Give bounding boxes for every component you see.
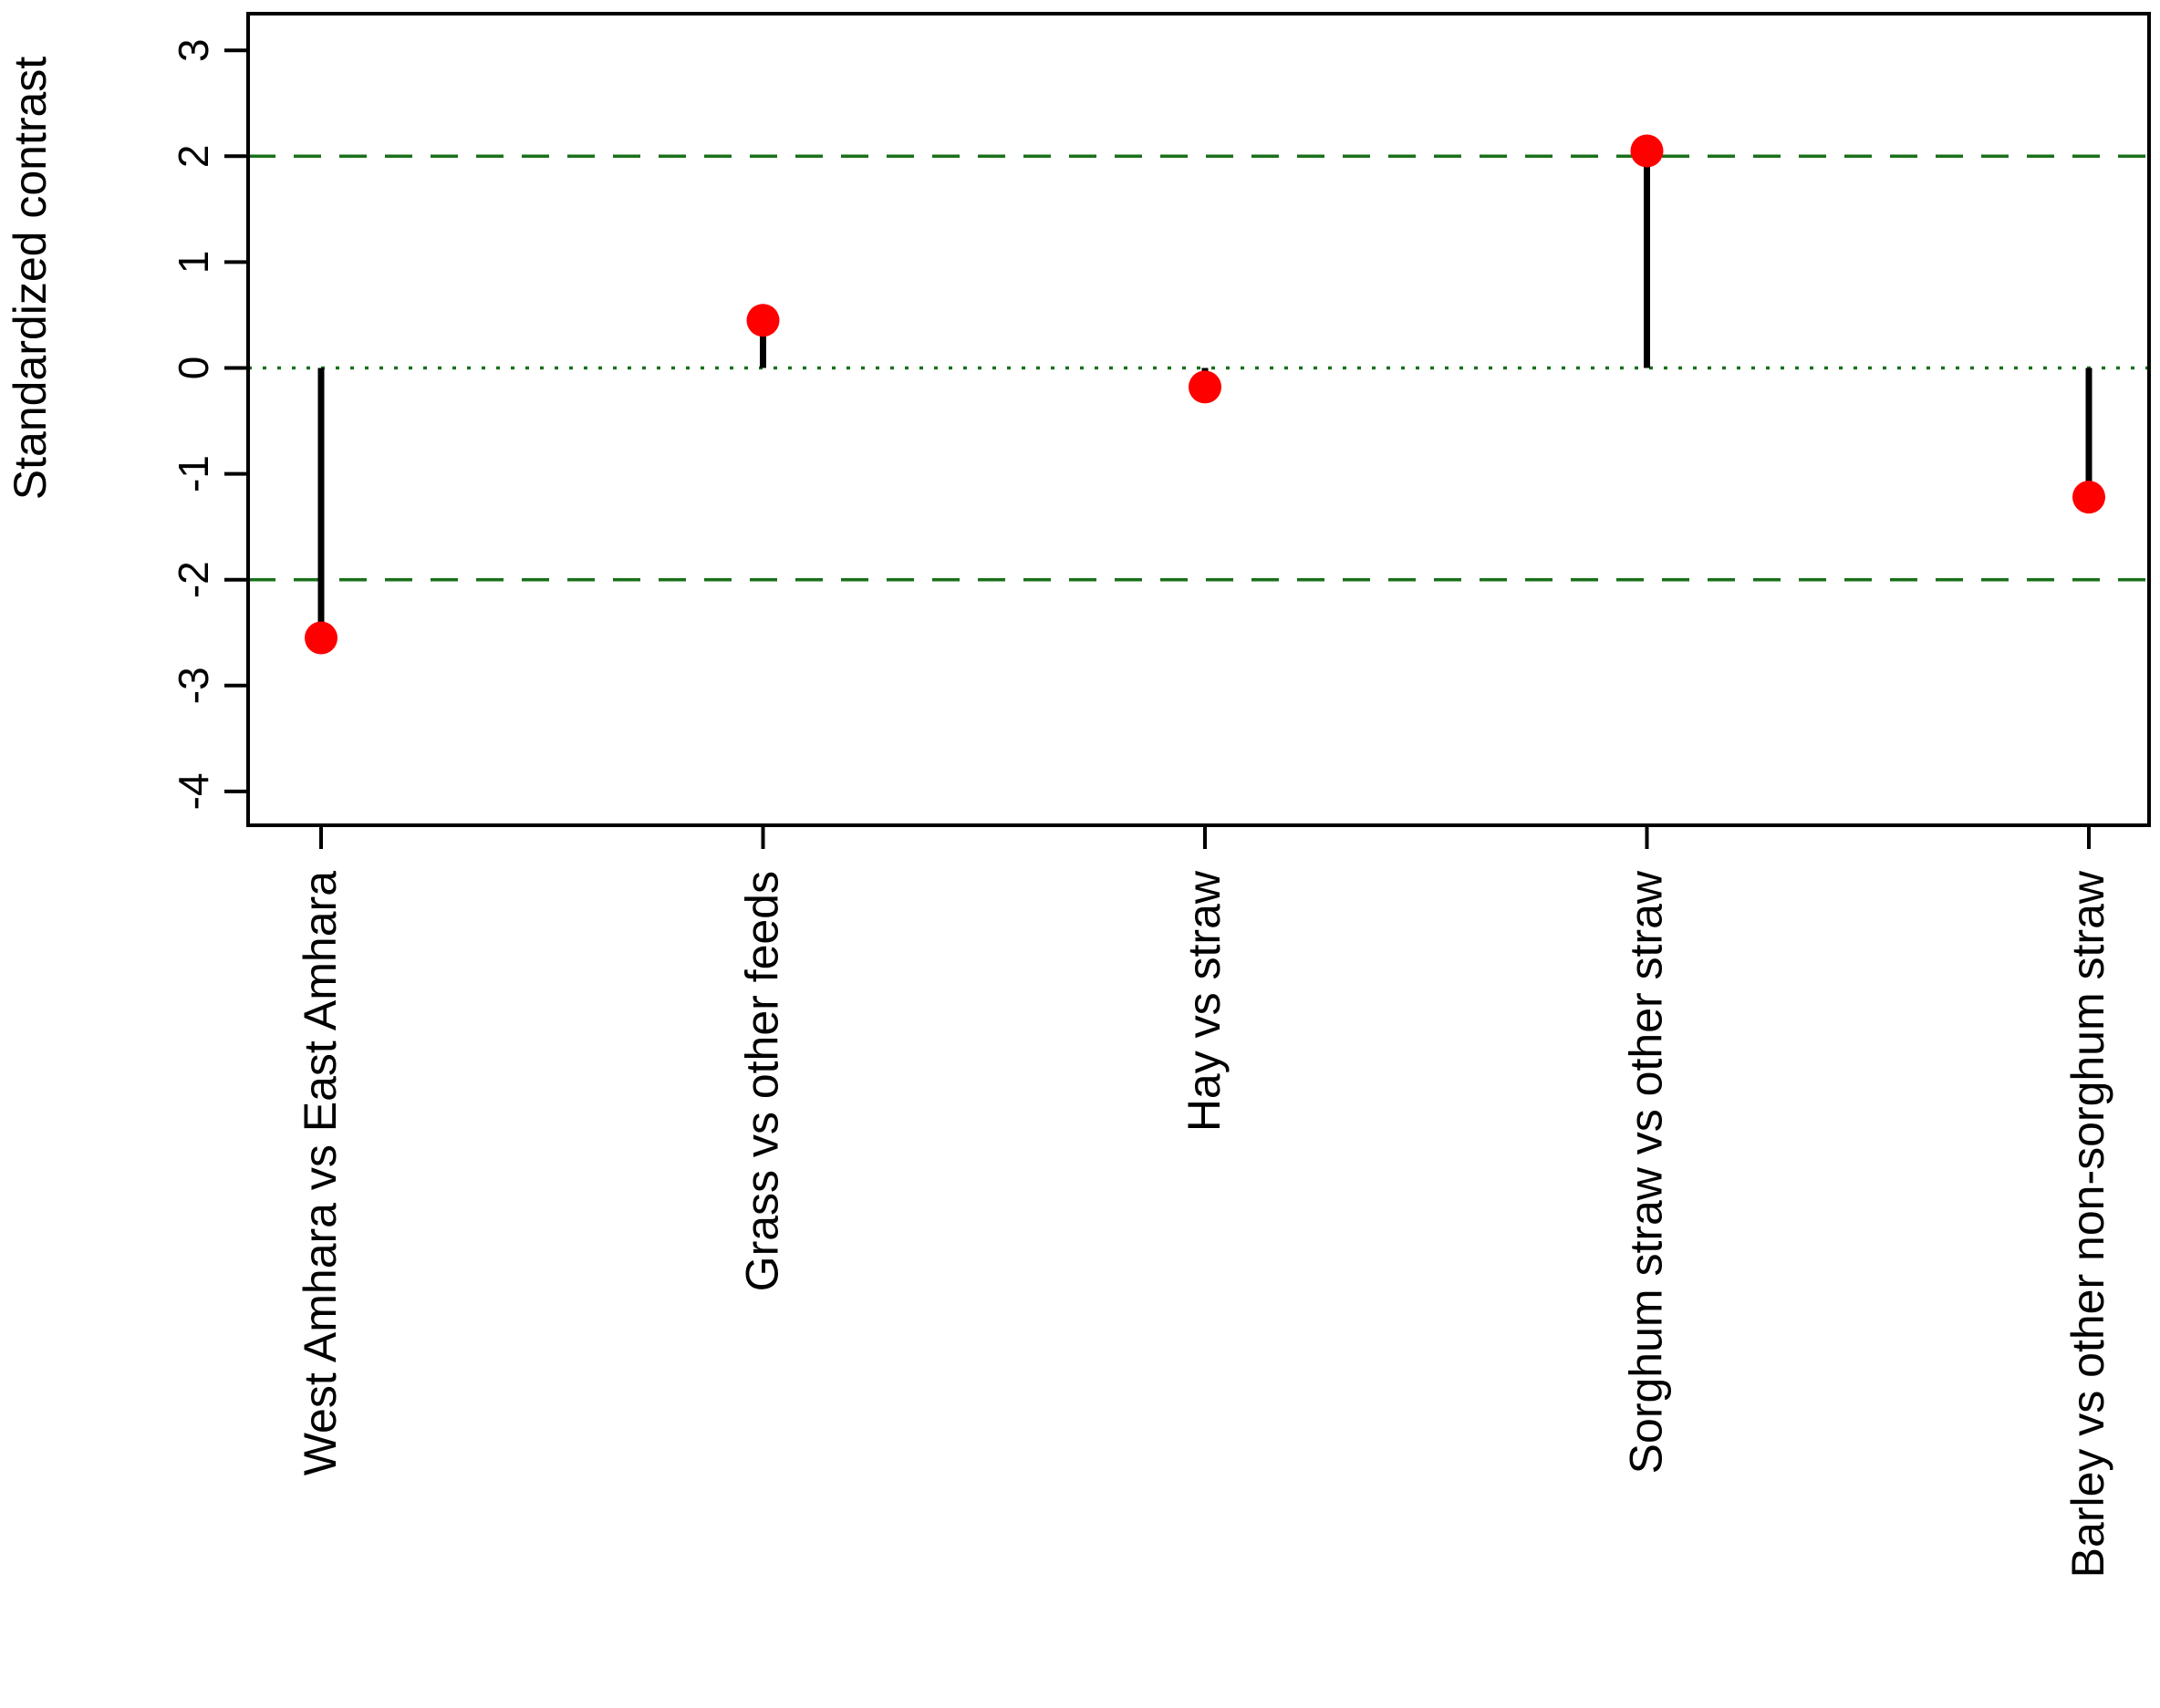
x-tick-label: Barley vs other non-sorghum straw: [2062, 870, 2113, 1578]
y-tick-label: 3: [170, 38, 217, 62]
data-point: [1189, 370, 1221, 404]
data-point: [2072, 481, 2105, 514]
y-tick-label: -4: [170, 772, 217, 810]
data-point: [746, 304, 780, 337]
x-tick-label: Sorghum straw vs other straw: [1621, 870, 1672, 1474]
y-tick-label: -2: [170, 561, 217, 598]
y-tick-label: 1: [170, 251, 217, 274]
y-tick-label: -3: [170, 667, 217, 704]
y-axis-title: Standardized contrast: [5, 57, 56, 501]
data-point: [1630, 134, 1664, 168]
plot-border: [246, 12, 2151, 827]
x-tick-label: Hay vs straw: [1179, 870, 1230, 1132]
x-tick-label: Grass vs other feeds: [737, 871, 788, 1291]
data-point: [305, 621, 338, 655]
y-tick-label: 0: [170, 357, 217, 380]
x-tick-label: West Amhara vs East Amhara: [295, 871, 346, 1475]
y-tick-label: 2: [170, 145, 217, 169]
y-tick-label: -1: [170, 455, 217, 492]
